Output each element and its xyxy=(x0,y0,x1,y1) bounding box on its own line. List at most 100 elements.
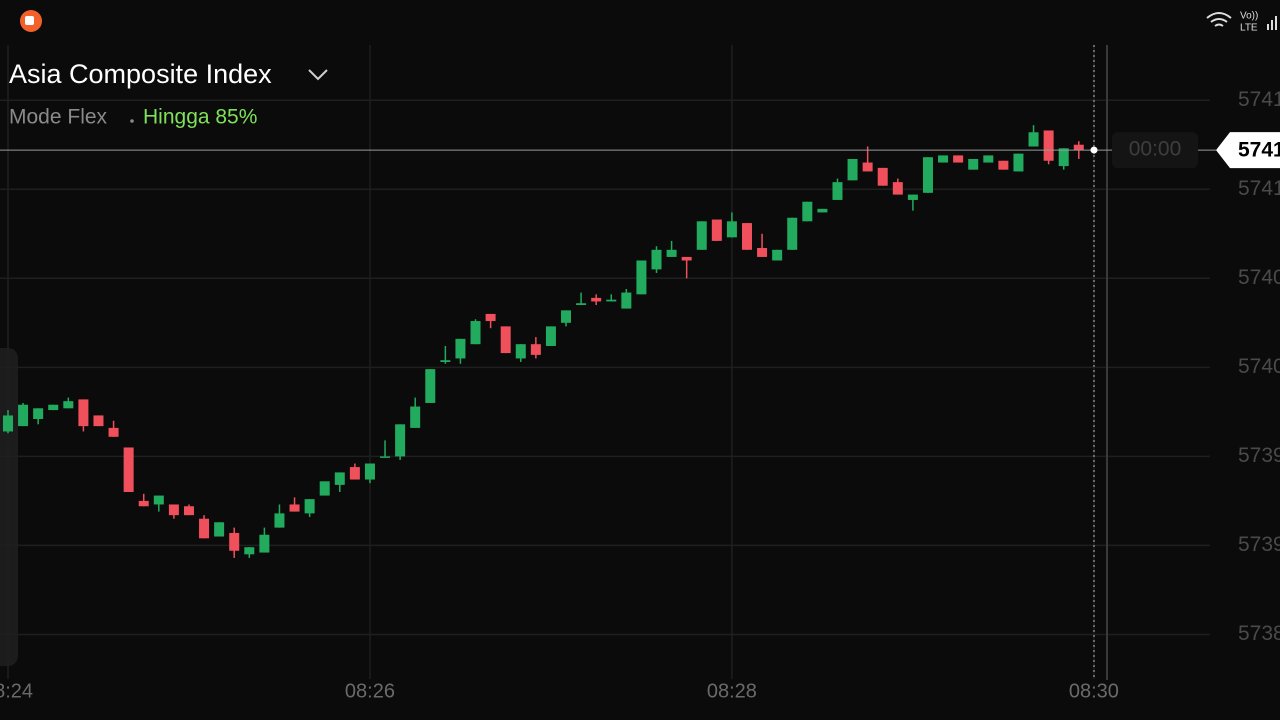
wifi-icon xyxy=(1206,12,1232,27)
y-tick-label: 5740 xyxy=(1238,355,1280,378)
candle-body xyxy=(380,456,391,458)
candle-body xyxy=(561,310,572,323)
candle-body xyxy=(153,495,164,505)
candle-body xyxy=(726,221,737,238)
x-tick-label: 08:24 xyxy=(0,680,33,702)
index-title[interactable]: Asia Composite Index xyxy=(9,59,272,89)
candle-body xyxy=(711,219,722,241)
candle-body xyxy=(425,369,436,403)
candle-body xyxy=(817,208,828,213)
candle-body xyxy=(455,338,466,359)
candle-body xyxy=(108,427,119,437)
candle-body xyxy=(832,182,843,200)
candle-body xyxy=(364,463,375,480)
candle-body xyxy=(183,506,194,516)
candle-body xyxy=(938,155,949,163)
candle-body xyxy=(289,504,300,512)
candle-body xyxy=(696,221,707,250)
candle-body xyxy=(168,504,179,516)
mode-label: Mode Flex xyxy=(9,106,108,129)
candle-body xyxy=(621,292,632,309)
candle-body xyxy=(545,326,556,346)
last-price-label: 5741 xyxy=(1238,139,1280,162)
countdown-label: 00:00 xyxy=(1129,138,1182,161)
network-label: LTE xyxy=(1240,23,1258,34)
candle-body xyxy=(395,424,406,457)
candle-body xyxy=(63,401,74,409)
candle-body xyxy=(591,297,602,302)
candle-body xyxy=(410,406,421,428)
candle-body xyxy=(18,404,29,427)
y-tick-label: 5739 xyxy=(1238,444,1280,467)
candle-body xyxy=(847,158,858,181)
candle-body xyxy=(1028,132,1039,147)
candle-body xyxy=(877,167,888,186)
candle-body xyxy=(892,182,903,195)
candle-body xyxy=(349,467,360,480)
signal-icon xyxy=(1267,16,1277,30)
candle-body xyxy=(123,447,134,493)
candle-body xyxy=(983,155,994,163)
candle-body xyxy=(2,415,13,432)
y-tick-label: 5741 xyxy=(1238,177,1280,200)
candle-body xyxy=(515,344,526,359)
candle-body xyxy=(48,404,59,411)
candle-body xyxy=(576,303,587,306)
plot-area xyxy=(0,45,1210,679)
candle-body xyxy=(530,344,541,355)
candle-body xyxy=(1058,148,1069,167)
candle-body xyxy=(440,360,451,362)
volte-label: Vo)) xyxy=(1240,11,1258,22)
candle-body xyxy=(334,472,345,485)
candle-body xyxy=(802,201,813,222)
candle-body xyxy=(606,299,617,302)
y-tick-label: 5739 xyxy=(1238,533,1280,556)
candle-body xyxy=(470,321,481,345)
x-tick-label: 08:26 xyxy=(345,680,395,702)
candle-body xyxy=(741,223,752,250)
candle-body xyxy=(1043,130,1054,161)
candle-body xyxy=(319,481,330,496)
side-panel[interactable] xyxy=(0,348,18,666)
candle-body xyxy=(666,249,677,257)
candle-body xyxy=(274,513,285,528)
candle-body xyxy=(214,522,225,537)
record-icon-glyph xyxy=(25,16,34,25)
candle-body xyxy=(229,532,240,551)
candle-body xyxy=(304,499,315,514)
candle-body xyxy=(862,162,873,172)
candle-body xyxy=(1013,153,1024,172)
candle-body xyxy=(772,249,783,261)
dropdown-chevron[interactable] xyxy=(308,69,328,81)
candle-body xyxy=(244,547,255,555)
limit-label: Hingga 85% xyxy=(143,106,257,129)
candle-body xyxy=(651,249,662,270)
candle-body xyxy=(636,260,647,295)
last-price-dot xyxy=(1090,146,1098,154)
candle-body xyxy=(78,399,89,427)
y-tick-label: 5741 xyxy=(1238,88,1280,111)
candle-body xyxy=(93,415,104,427)
candle-body xyxy=(199,518,210,539)
x-tick-label: 08:28 xyxy=(707,680,757,702)
candle-body xyxy=(953,155,964,163)
candle-body xyxy=(138,500,149,507)
candle-body xyxy=(33,408,44,419)
candle-body xyxy=(787,217,798,250)
y-tick-label: 5740 xyxy=(1238,266,1280,289)
y-tick-label: 5738 xyxy=(1238,622,1280,645)
candle-body xyxy=(757,248,768,257)
candle-body xyxy=(968,158,979,170)
candle-body xyxy=(1073,144,1084,151)
last-price-tag xyxy=(1216,132,1280,169)
candle-body xyxy=(500,326,511,354)
x-tick-label: 08:30 xyxy=(1069,680,1119,702)
candle-body xyxy=(681,256,692,261)
candle-body xyxy=(998,160,1009,170)
candle-body xyxy=(922,157,933,193)
candle-body xyxy=(259,534,270,553)
countdown-box xyxy=(1112,132,1198,169)
